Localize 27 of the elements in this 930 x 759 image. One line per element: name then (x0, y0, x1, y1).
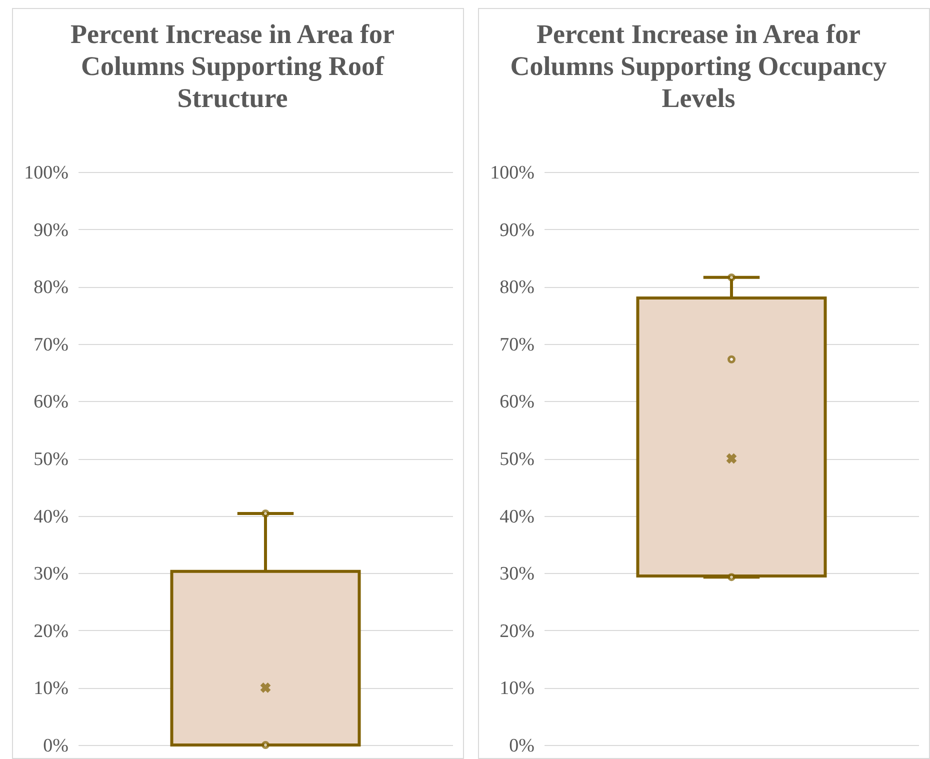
chart-title: Percent Increase in Area for Columns Supporting Occupancy Levels (510, 19, 888, 113)
y-tick-label: 100% (24, 162, 69, 184)
y-tick-label: 90% (500, 220, 535, 241)
y-tick-label: 60% (500, 392, 535, 413)
y-tick-label: 0% (509, 736, 535, 756)
y-tick-label: 90% (34, 220, 69, 241)
y-tick-label: 20% (500, 620, 535, 642)
y-tick-label: 30% (34, 564, 69, 585)
chart-title: Percent Increase in Area for Columns Supporting Roof Structure (70, 19, 394, 113)
y-tick-label: 30% (500, 564, 535, 585)
y-tick-label: 10% (500, 678, 535, 700)
y-tick-label: 0% (43, 736, 69, 756)
y-tick-label: 20% (34, 620, 69, 642)
y-tick-label: 50% (34, 449, 69, 470)
point (728, 355, 736, 364)
y-tick-label: 50% (500, 449, 535, 470)
y-tick-label: 70% (500, 334, 535, 356)
y-tick-label: 80% (500, 277, 535, 298)
y-tick-label: 40% (500, 506, 535, 528)
y-tick-label: 100% (490, 162, 535, 184)
y-tick-label: 70% (34, 334, 69, 356)
y-tick-label: 10% (34, 678, 69, 700)
point (728, 573, 736, 582)
y-tick-label: 80% (34, 277, 69, 298)
point (728, 273, 736, 282)
y-tick-label: 40% (34, 506, 69, 528)
y-tick-label: 60% (34, 392, 69, 413)
